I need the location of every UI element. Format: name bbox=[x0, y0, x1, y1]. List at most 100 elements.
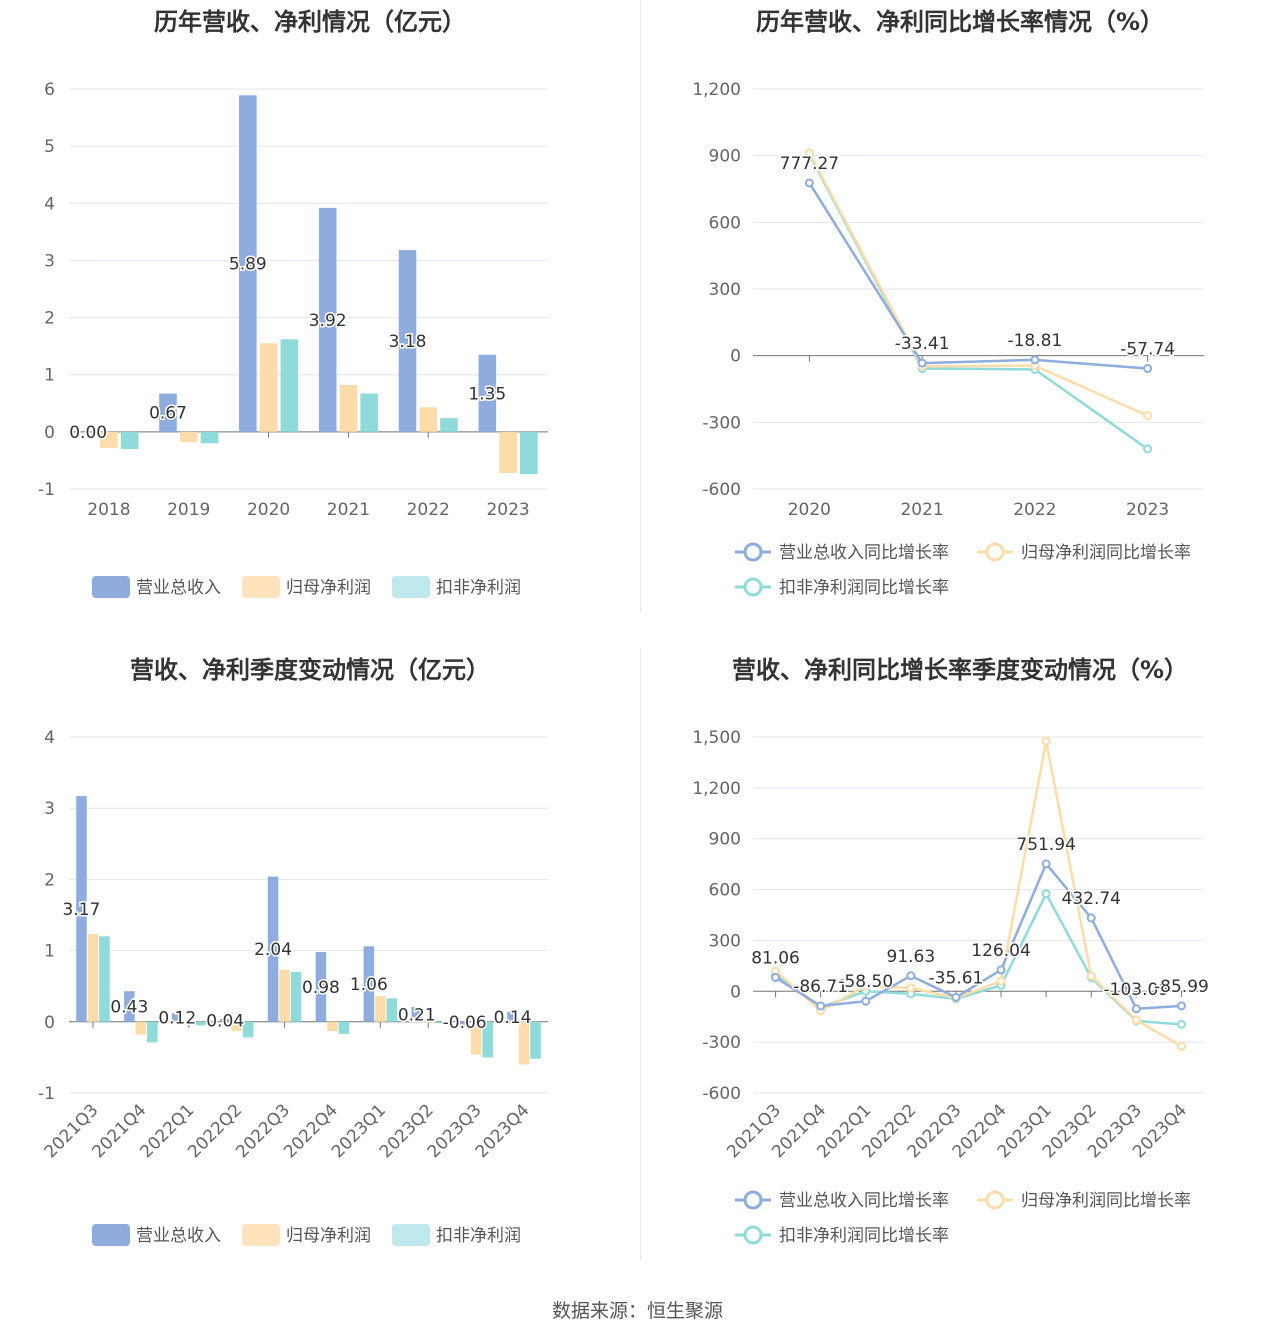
legend-label: 营业总收入同比增长率 bbox=[779, 543, 949, 563]
data-label: 5.89 bbox=[229, 255, 267, 275]
chart-title: 营收、净利季度变动情况（亿元） bbox=[130, 656, 490, 684]
y-tick-label: 1,500 bbox=[692, 728, 741, 748]
legend-marker bbox=[985, 542, 1005, 562]
series-line-parent-net-profit bbox=[808, 152, 1149, 417]
x-tick-label: 2022 bbox=[1013, 500, 1056, 520]
bar-parent-net-profit bbox=[375, 996, 386, 1022]
legend-label: 归母净利润 bbox=[286, 578, 371, 598]
data-label: 0.67 bbox=[149, 404, 187, 424]
y-tick-label: 3 bbox=[44, 251, 55, 271]
series-line-revenue bbox=[774, 861, 1182, 1011]
bar-deducted-net-profit bbox=[120, 431, 139, 449]
y-tick-label: 0 bbox=[730, 347, 741, 367]
data-point bbox=[917, 358, 927, 368]
data-point bbox=[1041, 859, 1051, 869]
bar-revenue bbox=[315, 952, 327, 1022]
data-label: 126.04 bbox=[971, 941, 1030, 961]
data-point bbox=[1041, 889, 1051, 899]
data-point bbox=[1176, 1001, 1186, 1011]
bar-deducted-net-profit bbox=[386, 998, 398, 1022]
x-tick-label: 2020 bbox=[247, 500, 290, 520]
legend-marker bbox=[743, 1190, 763, 1210]
y-tick-label: 4 bbox=[44, 728, 55, 748]
legend-marker bbox=[985, 1190, 1005, 1210]
bar-revenue bbox=[478, 354, 497, 432]
legend-swatch bbox=[92, 1224, 130, 1246]
data-point bbox=[816, 1001, 826, 1011]
data-point bbox=[996, 976, 1006, 986]
data-point bbox=[1131, 1015, 1141, 1025]
y-tick-label: 4 bbox=[44, 194, 55, 214]
y-tick-label: 0 bbox=[730, 982, 741, 1002]
y-tick-label: 300 bbox=[709, 931, 741, 951]
data-point bbox=[951, 992, 961, 1002]
y-tick-label: -600 bbox=[702, 480, 741, 500]
bar-deducted-net-profit bbox=[520, 431, 538, 475]
data-label: 0.14 bbox=[494, 1008, 532, 1028]
bar-revenue bbox=[363, 946, 375, 1022]
data-label: -86.71 bbox=[793, 977, 848, 997]
legend-marker bbox=[743, 577, 763, 597]
x-tick-label: 2019 bbox=[167, 500, 210, 520]
data-label: 432.74 bbox=[1062, 889, 1121, 909]
bar-revenue bbox=[398, 250, 417, 432]
y-tick-label: 2 bbox=[44, 870, 55, 890]
x-tick-label: 2022 bbox=[407, 500, 450, 520]
bar-revenue bbox=[76, 796, 87, 1022]
data-label: -18.81 bbox=[1007, 331, 1062, 351]
data-point bbox=[1086, 971, 1096, 981]
bar-revenue bbox=[318, 207, 337, 432]
y-tick-label: 5 bbox=[44, 137, 55, 157]
data-point bbox=[1030, 355, 1040, 365]
bar-parent-net-profit bbox=[179, 431, 198, 443]
x-tick-label: 2023 bbox=[1126, 500, 1169, 520]
bar-revenue bbox=[219, 1018, 231, 1022]
bar-parent-net-profit bbox=[499, 431, 517, 473]
series-line-deducted-net-profit bbox=[808, 153, 1149, 451]
legend-label: 扣非净利润同比增长率 bbox=[779, 578, 949, 598]
bar-revenue bbox=[159, 393, 177, 432]
legend-label: 归母净利润同比增长率 bbox=[1021, 543, 1191, 563]
data-label: -57.74 bbox=[1120, 339, 1175, 359]
bar-deducted-net-profit bbox=[280, 339, 299, 432]
y-tick-label: 1,200 bbox=[692, 779, 741, 799]
legend-marker bbox=[743, 1225, 763, 1245]
bar-parent-net-profit bbox=[419, 407, 438, 432]
legend-swatch bbox=[392, 1224, 430, 1246]
data-label: -35.61 bbox=[929, 968, 984, 988]
bar-deducted-net-profit bbox=[200, 431, 219, 444]
annual-bar-chart: 历年营收、净利情况（亿元） -1 0 1 2 3 4 5 6 2018 0.00 2019 0.67 2… bbox=[0, 0, 620, 630]
data-point bbox=[861, 981, 871, 991]
y-tick-label: 1 bbox=[44, 942, 55, 962]
data-label: 3.92 bbox=[309, 311, 347, 331]
data-label: 0.43 bbox=[110, 997, 148, 1017]
legend-label: 扣非净利润 bbox=[436, 1226, 521, 1246]
data-point bbox=[906, 971, 916, 981]
quarterly-bar-chart: 营收、净利季度变动情况（亿元） -1 0 1 2 3 4 2021Q3 3.17 2021Q4 0… bbox=[0, 648, 620, 1278]
data-point bbox=[771, 973, 781, 983]
legend-label: 归母净利润 bbox=[286, 1226, 371, 1246]
legend-label: 扣非净利润 bbox=[436, 578, 521, 598]
y-tick-label: -600 bbox=[702, 1084, 741, 1104]
data-label: 0.12 bbox=[158, 1009, 196, 1029]
bar-deducted-net-profit bbox=[147, 1021, 158, 1043]
bar-deducted-net-profit bbox=[242, 1021, 254, 1038]
series-line-revenue bbox=[808, 182, 1148, 370]
bar-deducted-net-profit bbox=[338, 1021, 350, 1034]
x-tick-label: 2021 bbox=[900, 500, 943, 520]
legend-swatch bbox=[92, 576, 130, 598]
x-tick-label: 2020 bbox=[788, 500, 831, 520]
y-tick-label: 0 bbox=[44, 423, 55, 443]
quarterly-bar-svg: -1012342021Q33.172021Q40.432022Q10.12202… bbox=[38, 728, 548, 1246]
data-point bbox=[906, 983, 916, 993]
y-tick-label: 3 bbox=[44, 799, 55, 819]
chart-title: 历年营收、净利同比增长率情况（%） bbox=[755, 8, 1165, 36]
bar-parent-net-profit bbox=[183, 1021, 195, 1024]
y-tick-label: 600 bbox=[709, 213, 741, 233]
y-tick-label: 900 bbox=[709, 147, 741, 167]
data-label: 3.18 bbox=[389, 332, 427, 352]
bar-revenue bbox=[411, 1006, 423, 1022]
bar-revenue bbox=[171, 1013, 183, 1022]
legend-label: 扣非净利润同比增长率 bbox=[779, 1226, 949, 1246]
data-point bbox=[804, 178, 814, 188]
